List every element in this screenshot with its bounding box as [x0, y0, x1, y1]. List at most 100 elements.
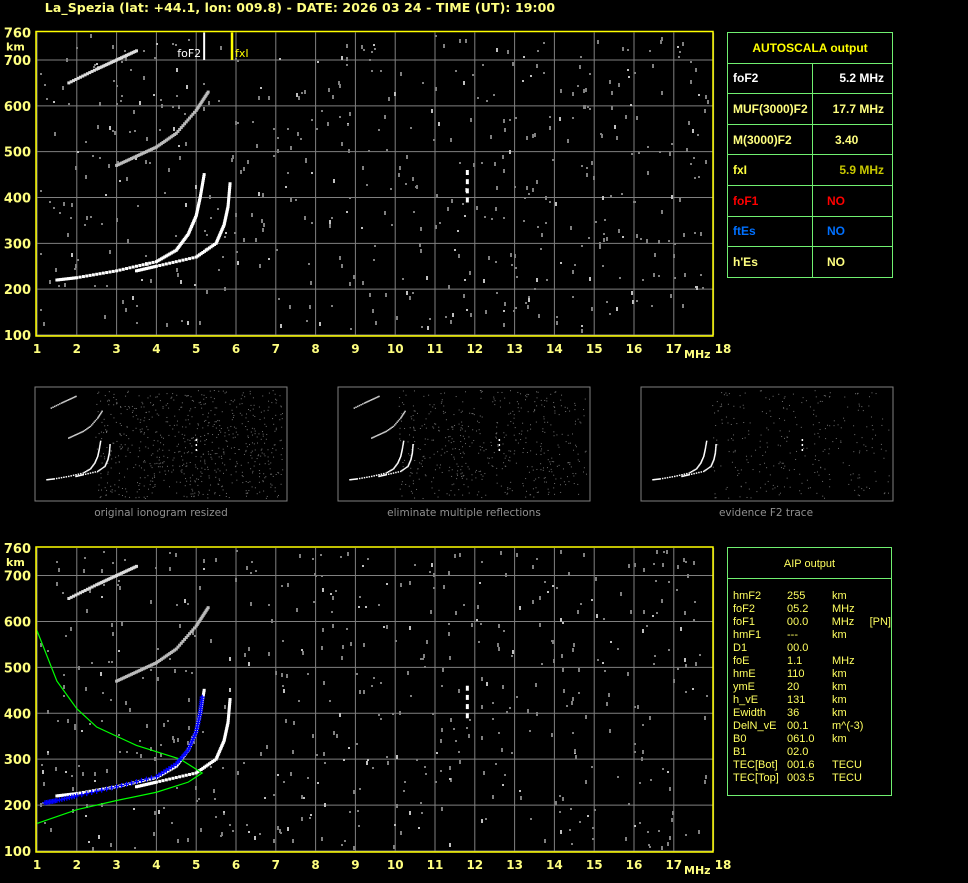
noise-echo	[728, 393, 730, 395]
noise-echo	[235, 471, 237, 473]
x-tick-label: 16	[626, 342, 643, 356]
echo-trace-point	[159, 142, 163, 146]
noise-echo	[256, 442, 258, 444]
noise-echo	[778, 463, 780, 465]
noise-echo	[503, 323, 505, 327]
noise-echo	[501, 748, 503, 752]
echo-trace-point	[219, 229, 223, 233]
x-tick-label: 16	[626, 858, 643, 872]
aip-param: DelN_vE	[733, 720, 777, 732]
noise-echo	[275, 414, 277, 416]
noise-echo	[452, 313, 454, 317]
noise-echo	[478, 429, 480, 431]
echo-trace-point	[138, 153, 142, 157]
noise-echo	[583, 467, 585, 469]
noise-echo	[181, 433, 183, 435]
noise-echo	[205, 419, 207, 421]
noise-echo	[110, 843, 112, 847]
noise-echo	[579, 821, 581, 823]
noise-echo	[410, 416, 412, 418]
noise-echo	[652, 615, 654, 617]
noise-echo	[185, 419, 187, 421]
page-title: La_Spezia (lat: +44.1, lon: 009.8) - DAT…	[44, 0, 556, 15]
echo-trace-point	[84, 429, 87, 431]
noise-echo	[113, 80, 115, 82]
echo-trace-point	[225, 725, 229, 729]
noise-echo	[169, 567, 171, 571]
x-tick-label: 6	[232, 858, 240, 872]
noise-echo	[128, 438, 130, 440]
noise-echo	[356, 673, 358, 675]
echo-trace-point	[80, 472, 82, 475]
echo-trace-point	[123, 570, 127, 574]
echo-trace-point	[133, 671, 137, 675]
noise-echo	[479, 445, 481, 447]
echo-trace-point	[401, 450, 403, 452]
noise-echo	[211, 458, 213, 460]
noise-echo	[512, 410, 514, 412]
echo-trace-point	[200, 184, 204, 188]
noise-echo	[243, 453, 245, 455]
noise-echo	[543, 406, 545, 408]
echo-trace-point	[81, 74, 85, 78]
noise-echo	[217, 468, 219, 470]
noise-echo	[583, 89, 585, 93]
noise-echo	[510, 481, 512, 483]
echo-trace-point	[96, 582, 100, 586]
noise-echo	[662, 768, 664, 770]
noise-echo	[260, 438, 262, 440]
noise-echo	[224, 392, 226, 394]
echo-trace-point	[133, 50, 137, 54]
echo-trace-point	[71, 435, 74, 438]
noise-echo	[433, 453, 435, 455]
noise-echo	[847, 406, 849, 408]
noise-echo	[209, 195, 211, 199]
noise-echo	[578, 692, 580, 694]
echo-trace-point	[227, 197, 231, 201]
noise-echo	[369, 293, 371, 297]
aip-row: D1 00.0	[733, 642, 891, 655]
noise-echo	[577, 453, 579, 455]
echo-trace-point	[402, 440, 405, 443]
noise-echo	[150, 279, 152, 283]
noise-echo	[407, 671, 409, 675]
noise-echo	[409, 626, 411, 630]
noise-echo	[824, 449, 826, 451]
echo-trace-point	[69, 80, 73, 84]
noise-echo	[356, 743, 358, 745]
noise-echo	[760, 390, 762, 392]
noise-echo	[152, 486, 154, 488]
noise-echo	[568, 572, 570, 576]
noise-echo	[105, 494, 107, 496]
noise-echo	[194, 407, 196, 409]
noise-echo	[565, 441, 567, 443]
noise-echo	[502, 155, 504, 159]
noise-echo	[449, 466, 451, 468]
noise-echo	[599, 245, 601, 249]
noise-echo	[324, 803, 326, 807]
aip-param: hmF1	[733, 629, 762, 641]
noise-echo	[358, 825, 360, 827]
noise-echo	[155, 431, 157, 433]
y-tick-label: 300	[4, 237, 31, 252]
noise-echo	[728, 497, 730, 499]
noise-echo	[197, 441, 199, 443]
noise-echo	[250, 431, 252, 433]
echo-trace-point	[191, 256, 195, 260]
noise-echo	[290, 772, 292, 776]
echo-trace-point	[194, 214, 198, 218]
noise-echo	[145, 446, 147, 448]
noise-echo	[125, 395, 127, 397]
echo-trace-point	[116, 163, 120, 167]
echo-trace-point	[199, 616, 203, 620]
echo-trace-point	[715, 444, 717, 446]
noise-echo	[114, 490, 116, 492]
noise-echo	[674, 277, 676, 279]
echo-trace-point	[135, 670, 138, 674]
noise-echo	[686, 148, 688, 152]
noise-echo	[300, 138, 302, 140]
noise-echo	[450, 442, 452, 444]
noise-echo	[498, 647, 500, 651]
noise-echo	[414, 497, 416, 499]
noise-echo	[145, 255, 147, 257]
